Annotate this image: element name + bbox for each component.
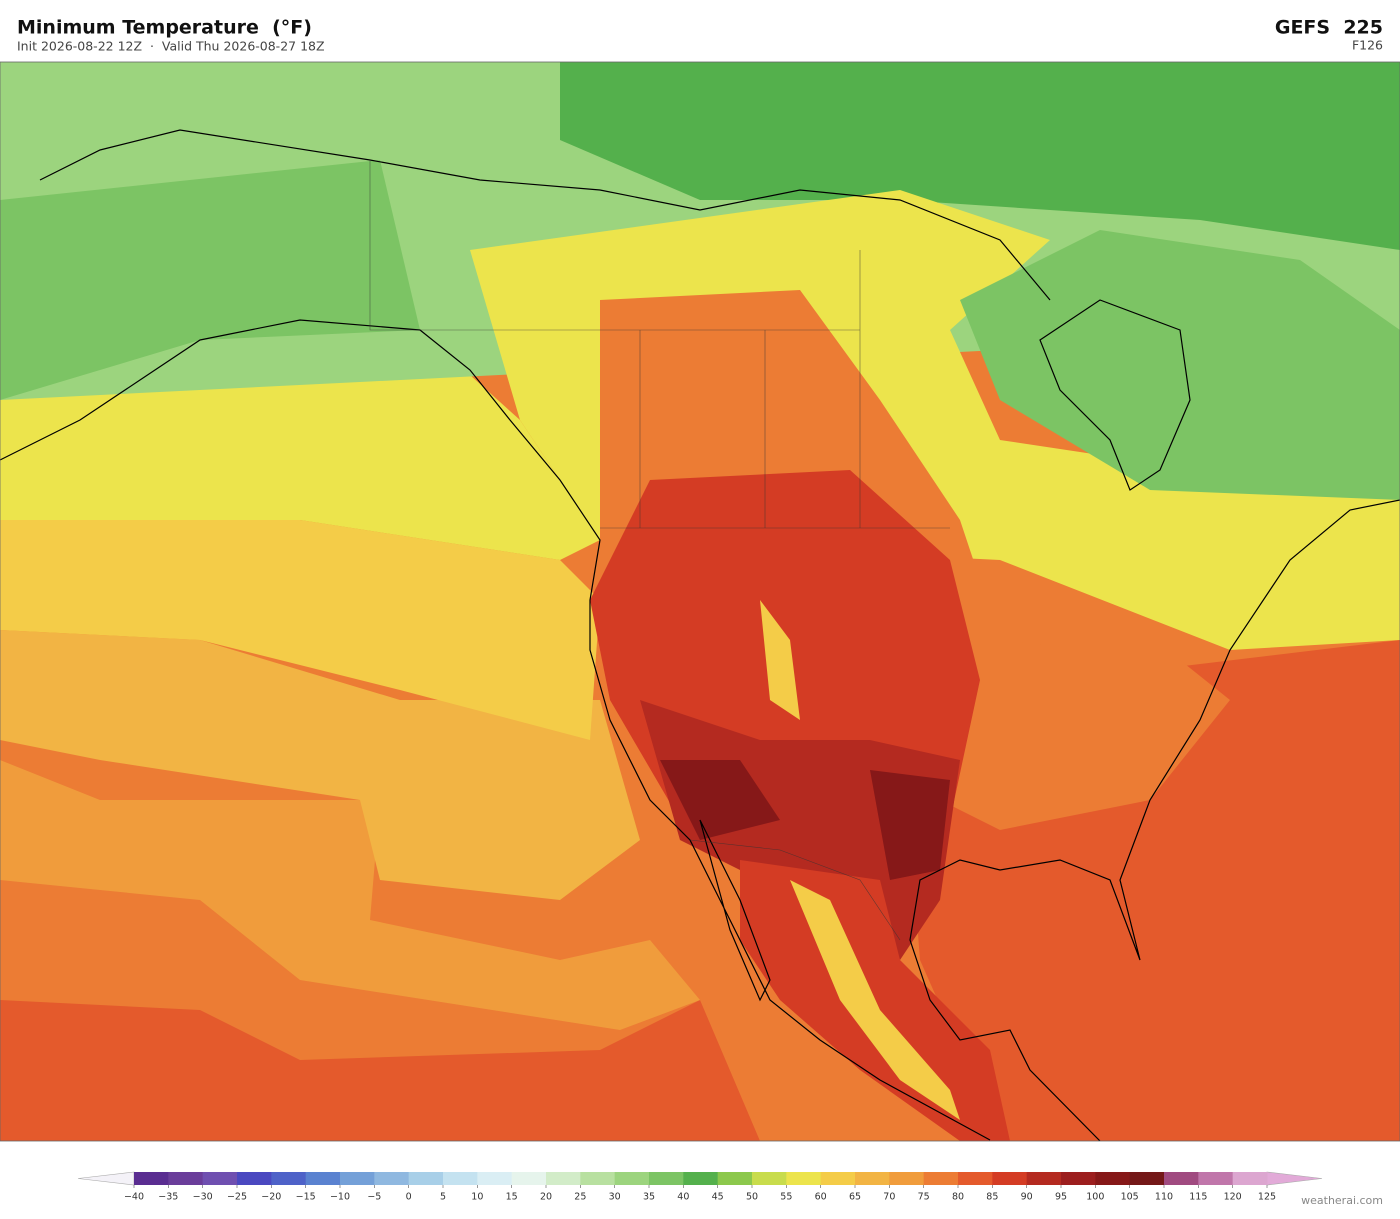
colorbar-tick-label: 45 bbox=[712, 1192, 724, 1203]
colorbar: −40 −35 −30 −25 −20 −15 −10 −5 0 5 10 15 20 25 30 35 40 4… bbox=[77, 1171, 1323, 1203]
colorbar-segment bbox=[511, 1172, 547, 1185]
colorbar-tick-label: 35 bbox=[643, 1192, 655, 1203]
colorbar-tick-label: 125 bbox=[1258, 1192, 1276, 1203]
colorbar-segment bbox=[786, 1172, 822, 1185]
colorbar-tick-label: −30 bbox=[193, 1192, 213, 1203]
colorbar-segment bbox=[1198, 1172, 1234, 1185]
colorbar-segment bbox=[752, 1172, 787, 1185]
forecast-hour: F126 bbox=[1352, 38, 1383, 53]
colorbar-tick-label: −5 bbox=[367, 1192, 381, 1203]
colorbar-segment bbox=[1026, 1172, 1062, 1185]
colorbar-segment bbox=[1129, 1172, 1165, 1185]
colorbar-tick-label: 55 bbox=[780, 1192, 792, 1203]
colorbar-tick-label: 80 bbox=[952, 1192, 964, 1203]
colorbar-tick-label: 10 bbox=[471, 1192, 483, 1203]
colorbar-segment bbox=[889, 1172, 925, 1185]
colorbar-segment bbox=[408, 1172, 444, 1185]
colorbar-tick-label: −35 bbox=[158, 1192, 178, 1203]
colorbar-segment bbox=[1232, 1172, 1268, 1185]
colorbar-tick-label: 40 bbox=[677, 1192, 689, 1203]
colorbar-segment bbox=[992, 1172, 1028, 1185]
colorbar-segment bbox=[683, 1172, 719, 1185]
colorbar-segment bbox=[134, 1172, 169, 1185]
colorbar-tick-label: 50 bbox=[746, 1192, 758, 1203]
colorbar-tick-label: −40 bbox=[124, 1192, 144, 1203]
watermark: weatherai.com bbox=[1301, 1194, 1383, 1207]
colorbar-segment bbox=[340, 1172, 375, 1185]
colorbar-tick-label: 100 bbox=[1086, 1192, 1104, 1203]
colorbar-tick-label: −20 bbox=[261, 1192, 281, 1203]
colorbar-segment bbox=[271, 1172, 307, 1185]
colorbar-segment bbox=[237, 1172, 272, 1185]
colorbar-segment bbox=[1164, 1172, 1199, 1185]
colorbar-segment bbox=[305, 1172, 341, 1185]
colorbar-tick-label: 5 bbox=[440, 1192, 446, 1203]
colorbar-tick-label: 95 bbox=[1055, 1192, 1067, 1203]
colorbar-segment bbox=[958, 1172, 993, 1185]
colorbar-segment bbox=[580, 1172, 616, 1185]
colorbar-tick-label: −25 bbox=[227, 1192, 247, 1203]
model-label: GEFS 225 bbox=[1275, 17, 1383, 39]
colorbar-tick-label: 90 bbox=[1021, 1192, 1033, 1203]
colorbar-tick-label: 20 bbox=[540, 1192, 552, 1203]
colorbar-segment bbox=[820, 1172, 856, 1185]
colorbar-tick-label: 30 bbox=[609, 1192, 621, 1203]
colorbar-tick-label: 75 bbox=[918, 1192, 930, 1203]
colorbar-tick-label: 105 bbox=[1121, 1192, 1139, 1203]
colorbar-tick-label: −15 bbox=[296, 1192, 316, 1203]
colorbar-tick-label: 70 bbox=[883, 1192, 895, 1203]
colorbar-tick-label: 110 bbox=[1155, 1192, 1173, 1203]
colorbar-segment bbox=[443, 1172, 478, 1185]
colorbar-segment bbox=[546, 1172, 581, 1185]
subtitle: Init 2026-08-22 12Z · Valid Thu 2026-08-… bbox=[17, 39, 325, 54]
title: Minimum Temperature (°F) bbox=[17, 17, 312, 39]
colorbar-segment bbox=[923, 1172, 959, 1185]
colorbar-segment bbox=[855, 1172, 890, 1185]
colorbar-tick-label: 60 bbox=[815, 1192, 827, 1203]
map bbox=[0, 61, 1400, 1142]
colorbar-segment bbox=[614, 1172, 650, 1185]
colorbar-segment bbox=[374, 1172, 410, 1185]
colorbar-segment bbox=[477, 1172, 513, 1185]
colorbar-segment bbox=[1061, 1172, 1096, 1185]
colorbar-segment bbox=[717, 1172, 753, 1185]
colorbar-extend-high bbox=[1266, 1171, 1323, 1186]
colorbar-tick-label: 115 bbox=[1189, 1192, 1207, 1203]
colorbar-tick-label: 0 bbox=[406, 1192, 412, 1203]
colorbar-tick-label: 15 bbox=[506, 1192, 518, 1203]
colorbar-segment bbox=[168, 1172, 204, 1185]
colorbar-tick-label: 120 bbox=[1224, 1192, 1242, 1203]
colorbar-tick-label: −10 bbox=[330, 1192, 350, 1203]
colorbar-segment bbox=[202, 1172, 238, 1185]
colorbar-tick-label: 65 bbox=[849, 1192, 861, 1203]
colorbar-tick-label: 25 bbox=[574, 1192, 586, 1203]
colorbar-extend-low bbox=[77, 1171, 135, 1186]
colorbar-tick-label: 85 bbox=[986, 1192, 998, 1203]
colorbar-segment bbox=[649, 1172, 684, 1185]
colorbar-segment bbox=[1095, 1172, 1131, 1185]
